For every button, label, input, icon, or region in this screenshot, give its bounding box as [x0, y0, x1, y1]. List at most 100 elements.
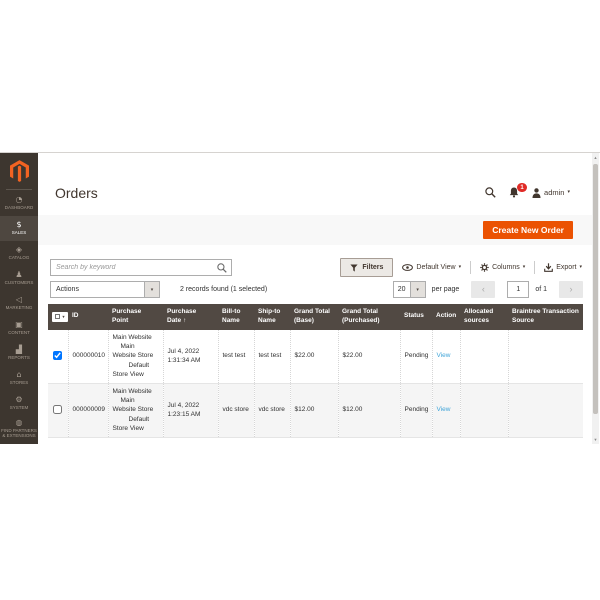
chevron-down-icon: ▾ [62, 313, 65, 319]
next-page-button[interactable]: › [559, 281, 583, 298]
sidebar-item-system[interactable]: ⚙ SYSTEM [0, 391, 38, 416]
sidebar-item-customers[interactable]: ♟ CUSTOMERS [0, 266, 38, 291]
column-header-purchase-date[interactable]: Purchase Date ↑ [163, 304, 218, 330]
notifications-button[interactable]: 1 [509, 183, 528, 198]
column-header-purchase-point[interactable]: Purchase Point [108, 304, 163, 330]
row-checkbox[interactable] [53, 351, 63, 361]
row-checkbox[interactable] [53, 405, 63, 415]
per-page-select[interactable]: 20 ▾ [392, 281, 426, 298]
sidebar-item-marketing[interactable]: ◁ MARKETING [0, 291, 38, 316]
sidebar-item-dashboard[interactable]: ◔ DASHBOARD [0, 191, 38, 216]
chevron-down-icon: ▾ [144, 282, 159, 297]
sidebar-item-content[interactable]: ▣ CONTENT [0, 316, 38, 341]
previous-page-button[interactable]: ‹ [471, 281, 496, 298]
reports-icon: ▟ [15, 345, 23, 355]
export-download-icon [544, 263, 554, 272]
column-header-grand-total-purchased[interactable]: Grand Total (Purchased) [338, 304, 400, 330]
column-header-ship-to[interactable]: Ship-to Name [254, 304, 290, 330]
bill-to-cell: vdc store [218, 383, 255, 438]
search-input[interactable] [51, 264, 217, 271]
magento-logo-icon [9, 160, 29, 182]
scroll-down-arrow-icon[interactable]: ▼ [593, 437, 598, 442]
system-icon: ⚙ [15, 395, 23, 405]
sidebar-item-label: DASHBOARD [4, 205, 34, 211]
eye-icon [402, 264, 414, 271]
grid-view-controls: Filters Default View ▾ [340, 258, 582, 277]
page-total-label: of 1 [535, 286, 547, 293]
column-header-allocated-sources[interactable]: Allocated sources [460, 304, 508, 330]
sidebar-item-find-partners[interactable]: ◍ FIND PARTNERS & EXTENSIONS [0, 416, 38, 441]
search-submit-button[interactable] [217, 262, 227, 273]
column-header-status[interactable]: Status [400, 304, 432, 330]
column-header-braintree-source[interactable]: Braintree Transaction Source [508, 304, 583, 330]
customers-icon: ♟ [15, 270, 23, 280]
view-order-link[interactable]: View [436, 406, 451, 414]
column-header-action[interactable]: Action [432, 304, 460, 330]
view-order-link[interactable]: View [436, 352, 451, 360]
grand-total-purchased-cell: $12.00 [338, 383, 401, 438]
sidebar-item-catalog[interactable]: ◈ CATALOG [0, 241, 38, 266]
gear-icon [480, 263, 489, 272]
dashboard-icon: ◔ [15, 195, 23, 205]
keyword-search-box [50, 259, 232, 276]
ship-to-cell: test test [254, 329, 291, 384]
sidebar-item-label: SYSTEM [9, 405, 29, 411]
view-selector[interactable]: Default View ▾ [402, 264, 461, 271]
chevron-down-icon: ▾ [458, 264, 462, 270]
person-icon [532, 187, 541, 198]
sort-ascending-icon: ↑ [183, 317, 187, 324]
filters-button[interactable]: Filters [340, 258, 394, 277]
chevron-down-icon: ▾ [567, 189, 570, 195]
page-number-input[interactable] [507, 281, 530, 298]
chevron-down-icon: ▾ [579, 264, 582, 270]
sidebar-item-sales[interactable]: $ SALES [0, 216, 38, 241]
grid-toolbar: Filters Default View ▾ [38, 245, 592, 281]
sidebar: ◔ DASHBOARD $ SALES ◈ CATALOG ♟ CUSTOMER… [0, 153, 38, 444]
sidebar-item-reports[interactable]: ▟ REPORTS [0, 341, 38, 366]
account-menu[interactable]: admin ▾ [532, 187, 570, 198]
funnel-icon [350, 264, 359, 272]
catalog-icon: ◈ [15, 245, 23, 255]
view-label: Default View [416, 264, 456, 271]
allocated-sources-cell [460, 383, 509, 438]
column-header-grand-total-base[interactable]: Grand Total (Base) [290, 304, 338, 330]
content-icon: ▣ [15, 320, 23, 330]
sidebar-item-label: REPORTS [8, 355, 30, 361]
global-search-button[interactable] [485, 187, 496, 198]
purchase-point-cell: Main Website Main Website Store Default … [108, 383, 164, 438]
filters-label: Filters [362, 264, 384, 271]
order-id-cell: 000000009 [68, 383, 109, 438]
braintree-source-cell [508, 329, 583, 384]
search-icon [485, 187, 496, 198]
checkbox-icon [55, 314, 61, 320]
page-header: Orders 1 [38, 153, 592, 215]
sidebar-item-label: CATALOG [8, 255, 30, 261]
purchase-date-cell: Jul 4, 2022 1:23:15 AM [163, 383, 219, 438]
scroll-up-arrow-icon[interactable]: ▲ [593, 155, 598, 160]
scrollbar-thumb[interactable] [593, 164, 598, 414]
magento-logo[interactable] [0, 153, 38, 189]
toolbar-separator [534, 261, 536, 274]
per-page-label: per page [431, 286, 460, 293]
row-select-cell [48, 329, 69, 384]
action-cell: View [432, 329, 461, 384]
column-header-id[interactable]: ID [68, 304, 108, 330]
pagination: 20 ▾ per page ‹ of 1 › [392, 281, 583, 298]
select-all-control[interactable]: ▾ [52, 311, 68, 322]
header-actions: 1 admin ▾ [485, 183, 570, 198]
per-page-value: 20 [397, 286, 406, 293]
export-button[interactable]: Export ▾ [544, 263, 582, 272]
create-new-order-button[interactable]: Create New Order [483, 221, 573, 239]
toolbar-separator [470, 261, 472, 274]
grid-controls-row: Actions ▾ 2 records found (1 selected) 2… [38, 281, 592, 301]
columns-selector[interactable]: Columns ▾ [480, 263, 525, 272]
actions-label: Actions [56, 286, 79, 293]
sidebar-item-label: STORES [9, 380, 29, 386]
column-header-bill-to[interactable]: Bill-to Name [218, 304, 254, 330]
sidebar-item-stores[interactable]: ⌂ STORES [0, 366, 38, 391]
table-row: 000000009 Main Website Main Website Stor… [48, 383, 583, 438]
admin-window: ◔ DASHBOARD $ SALES ◈ CATALOG ♟ CUSTOMER… [0, 152, 600, 444]
mass-actions-select[interactable]: Actions ▾ [50, 281, 160, 298]
sales-icon: $ [16, 220, 22, 230]
